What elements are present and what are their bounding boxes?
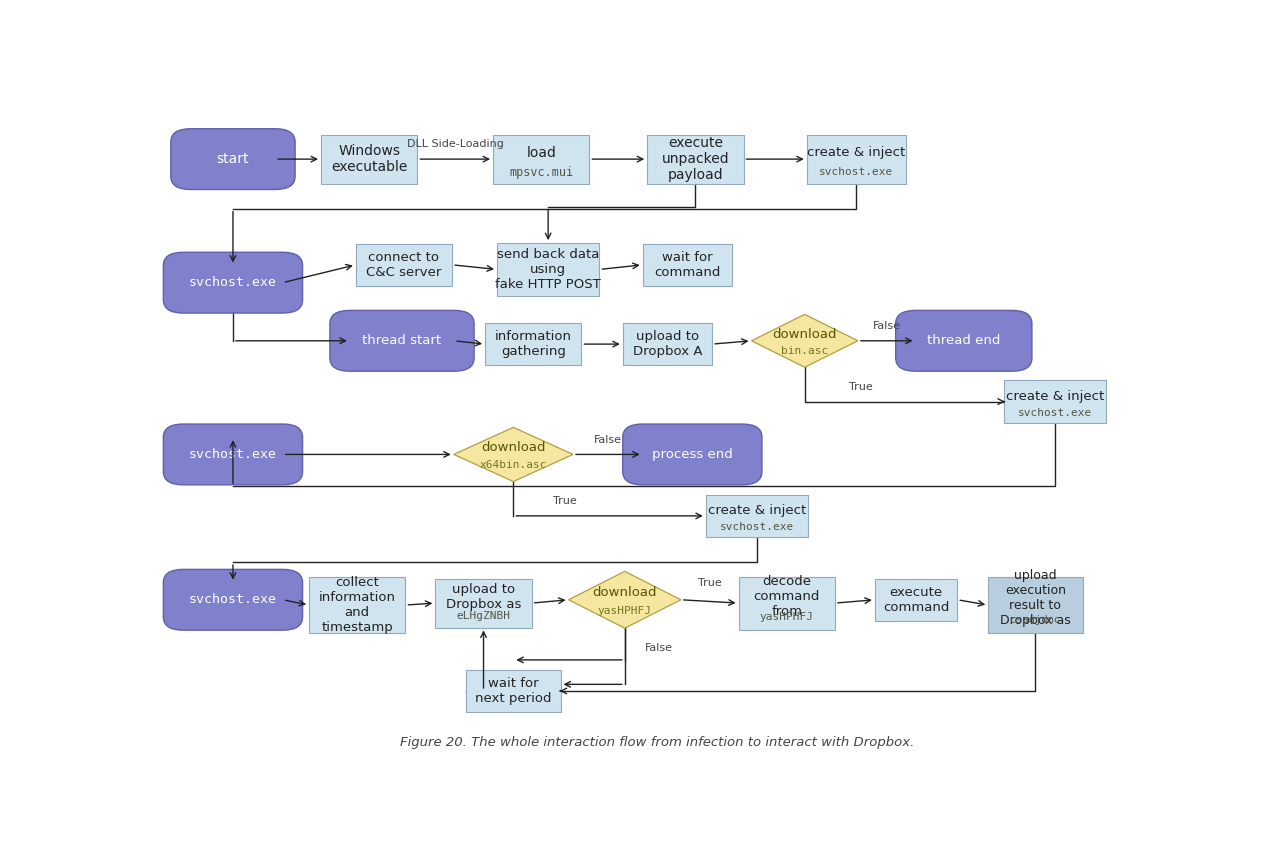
FancyBboxPatch shape bbox=[622, 424, 762, 485]
FancyBboxPatch shape bbox=[435, 578, 531, 627]
Text: information
gathering: information gathering bbox=[495, 330, 572, 358]
Text: decode
command
from: decode command from bbox=[753, 575, 820, 618]
FancyBboxPatch shape bbox=[163, 252, 303, 313]
Text: False: False bbox=[594, 435, 622, 445]
Text: download: download bbox=[772, 328, 837, 341]
FancyBboxPatch shape bbox=[493, 135, 589, 184]
FancyBboxPatch shape bbox=[497, 243, 599, 296]
Text: execute
command: execute command bbox=[883, 586, 949, 613]
Text: svchost.exe: svchost.exe bbox=[720, 523, 794, 532]
Text: False: False bbox=[644, 643, 672, 653]
FancyBboxPatch shape bbox=[309, 577, 405, 633]
Text: eLHgZNBH: eLHgZNBH bbox=[457, 611, 511, 621]
FancyBboxPatch shape bbox=[355, 244, 452, 286]
Text: create & inject: create & inject bbox=[807, 146, 906, 160]
Text: create & inject: create & inject bbox=[708, 504, 806, 517]
Text: svchost.exe: svchost.exe bbox=[1019, 408, 1092, 418]
Text: wait for
command: wait for command bbox=[654, 251, 721, 279]
FancyBboxPatch shape bbox=[875, 578, 957, 621]
FancyBboxPatch shape bbox=[622, 323, 712, 366]
Text: DLL Side-Loading: DLL Side-Loading bbox=[407, 139, 504, 149]
Text: True: True bbox=[698, 578, 721, 589]
Text: download: download bbox=[481, 441, 545, 455]
Text: start: start bbox=[217, 152, 249, 166]
Text: yasHPHFJ: yasHPHFJ bbox=[598, 606, 652, 616]
Text: upload to
Dropbox as: upload to Dropbox as bbox=[446, 583, 521, 611]
FancyBboxPatch shape bbox=[896, 311, 1032, 372]
FancyBboxPatch shape bbox=[739, 577, 835, 630]
FancyBboxPatch shape bbox=[163, 570, 303, 630]
FancyBboxPatch shape bbox=[330, 311, 475, 372]
Text: thread end: thread end bbox=[928, 335, 1001, 347]
Text: bin.asc: bin.asc bbox=[781, 347, 829, 356]
FancyBboxPatch shape bbox=[163, 424, 303, 485]
Text: svchost.exe: svchost.exe bbox=[189, 276, 277, 289]
Text: send back data
using
fake HTTP POST: send back data using fake HTTP POST bbox=[495, 248, 600, 291]
Text: csaujdnc: csaujdnc bbox=[1011, 615, 1060, 625]
FancyBboxPatch shape bbox=[321, 135, 417, 184]
Text: svchost.exe: svchost.exe bbox=[189, 448, 277, 461]
Text: mpsvc.mui: mpsvc.mui bbox=[509, 166, 574, 178]
Text: svchost.exe: svchost.exe bbox=[189, 593, 277, 607]
Text: Windows
executable: Windows executable bbox=[331, 144, 408, 174]
FancyBboxPatch shape bbox=[171, 129, 295, 190]
Text: yasHPHFJ: yasHPHFJ bbox=[760, 613, 813, 622]
Text: wait for
next period: wait for next period bbox=[475, 677, 552, 705]
Polygon shape bbox=[454, 427, 574, 481]
Polygon shape bbox=[752, 314, 858, 367]
Text: False: False bbox=[872, 321, 901, 331]
Text: process end: process end bbox=[652, 448, 733, 461]
Text: True: True bbox=[553, 496, 577, 506]
FancyBboxPatch shape bbox=[1005, 380, 1106, 423]
FancyBboxPatch shape bbox=[807, 135, 906, 184]
Text: upload
execution
result to
Dropbox as: upload execution result to Dropbox as bbox=[999, 569, 1071, 626]
Text: svchost.exe: svchost.exe bbox=[820, 167, 893, 178]
Text: x64bin.asc: x64bin.asc bbox=[480, 460, 547, 470]
Text: create & inject: create & inject bbox=[1006, 390, 1105, 402]
Text: upload to
Dropbox A: upload to Dropbox A bbox=[633, 330, 702, 358]
FancyBboxPatch shape bbox=[988, 577, 1083, 633]
Text: thread start: thread start bbox=[362, 335, 441, 347]
FancyBboxPatch shape bbox=[643, 244, 733, 286]
Text: execute
unpacked
payload: execute unpacked payload bbox=[662, 136, 729, 182]
FancyBboxPatch shape bbox=[485, 323, 581, 366]
Text: download: download bbox=[593, 587, 657, 600]
FancyBboxPatch shape bbox=[466, 670, 561, 712]
Text: True: True bbox=[849, 382, 874, 392]
FancyBboxPatch shape bbox=[706, 495, 808, 537]
Text: connect to
C&C server: connect to C&C server bbox=[367, 251, 441, 279]
Polygon shape bbox=[568, 571, 681, 628]
Text: Figure 20. The whole interaction flow from infection to interact with Dropbox.: Figure 20. The whole interaction flow fr… bbox=[400, 736, 915, 749]
Text: load: load bbox=[526, 146, 556, 160]
FancyBboxPatch shape bbox=[647, 135, 744, 184]
Text: collect
information
and
timestamp: collect information and timestamp bbox=[318, 576, 395, 634]
